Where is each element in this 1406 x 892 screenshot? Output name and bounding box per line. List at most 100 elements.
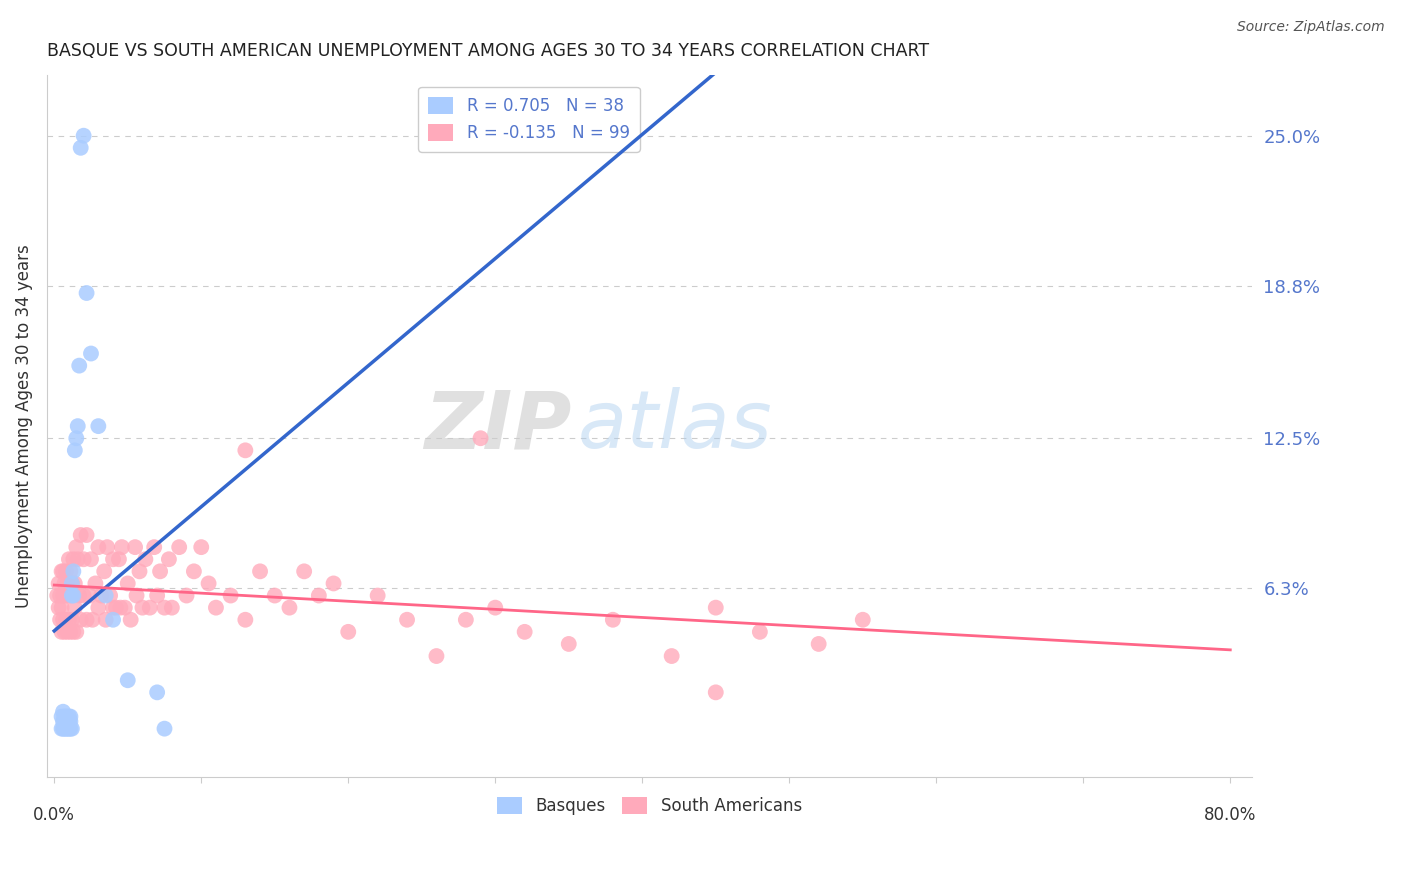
Point (117, 673, 139, 688)
Point (484, 600, 506, 615)
Text: 0.0%: 0.0% (34, 806, 75, 824)
Point (53, 576, 76, 591)
Point (72, 128, 94, 143)
Point (69, 528, 91, 542)
Point (114, 600, 136, 615)
Point (66, 419, 89, 434)
Point (111, 540, 134, 554)
Point (80, 552, 103, 566)
Point (153, 600, 176, 615)
Point (513, 624, 536, 639)
Point (51, 722, 73, 736)
Point (53, 709, 76, 723)
Point (87, 540, 110, 554)
Point (87, 419, 110, 434)
Point (58, 552, 80, 566)
Point (56, 722, 79, 736)
Point (55, 709, 77, 723)
Point (62, 552, 84, 566)
Y-axis label: Unemployment Among Ages 30 to 34 years: Unemployment Among Ages 30 to 34 years (15, 244, 32, 608)
Point (128, 565, 150, 579)
Point (98, 589, 121, 603)
Point (62, 589, 84, 603)
Point (704, 600, 727, 615)
Point (72, 552, 94, 566)
Text: atlas: atlas (578, 387, 772, 465)
Text: ZIP: ZIP (423, 387, 571, 465)
Point (704, 685, 727, 699)
Point (55, 613, 77, 627)
Point (65, 624, 87, 639)
Point (80, 346, 103, 360)
Point (49, 613, 72, 627)
Point (263, 589, 285, 603)
Point (55, 565, 77, 579)
Point (53, 722, 76, 736)
Point (602, 613, 624, 627)
Point (48, 600, 70, 615)
Point (58, 613, 80, 627)
Point (58, 589, 80, 603)
Point (190, 540, 212, 554)
Point (52, 705, 75, 719)
Point (108, 552, 131, 566)
Point (62, 624, 84, 639)
Point (124, 540, 146, 554)
Point (72, 589, 94, 603)
Point (101, 600, 124, 615)
Point (52, 714, 75, 729)
Point (249, 565, 271, 579)
Point (167, 540, 190, 554)
Point (63, 576, 86, 591)
Point (176, 589, 198, 603)
Point (139, 600, 162, 615)
Point (52, 722, 75, 736)
Point (79, 589, 101, 603)
Point (205, 600, 228, 615)
Point (66, 552, 89, 566)
Point (454, 613, 477, 627)
Point (63, 600, 86, 615)
Point (67, 359, 90, 373)
Point (101, 613, 124, 627)
Point (52, 565, 75, 579)
Point (53, 624, 76, 639)
Point (67, 589, 90, 603)
Point (425, 648, 447, 663)
Point (90, 589, 112, 603)
Point (60, 589, 83, 603)
Point (76, 613, 98, 627)
Point (52, 589, 75, 603)
Point (49, 589, 72, 603)
Point (146, 685, 169, 699)
Point (278, 600, 301, 615)
Point (235, 443, 257, 458)
Point (51, 565, 73, 579)
Point (120, 613, 142, 627)
Point (65, 431, 87, 445)
Point (60, 722, 83, 736)
Point (55, 722, 77, 736)
Point (110, 600, 132, 615)
Point (48, 576, 70, 591)
Point (235, 613, 257, 627)
Point (219, 589, 242, 603)
Point (46, 589, 69, 603)
Point (69, 613, 91, 627)
Point (93, 565, 115, 579)
Point (63, 443, 86, 458)
Point (55, 589, 77, 603)
Point (292, 565, 315, 579)
Point (308, 589, 330, 603)
Point (367, 589, 389, 603)
Point (82, 613, 104, 627)
Point (94, 589, 117, 603)
Point (56, 714, 79, 729)
Point (117, 576, 139, 591)
Point (470, 431, 492, 445)
Point (60, 576, 83, 591)
Point (748, 624, 770, 639)
Point (55, 714, 77, 729)
Point (65, 540, 87, 554)
Point (60, 613, 83, 627)
